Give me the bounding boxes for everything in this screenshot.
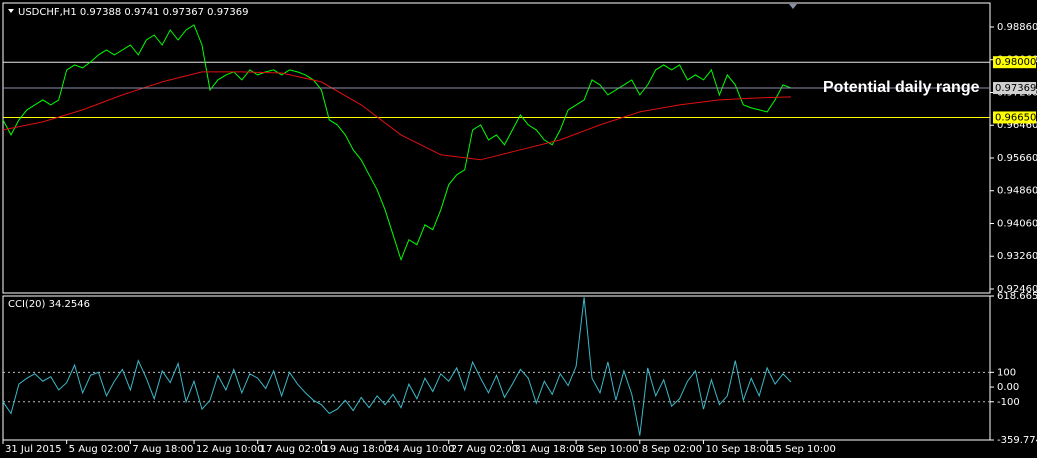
y-tick-label: 0.93260 <box>997 251 1037 262</box>
x-tick-label: 10 Sep 18:00 <box>705 444 772 455</box>
y-tick-label: 618.6654 <box>997 291 1037 302</box>
x-tick-label: 31 Aug 18:00 <box>514 444 581 455</box>
x-tick-label: 24 Aug 10:00 <box>387 444 454 455</box>
y-tick-label: 0.00 <box>997 382 1019 393</box>
y-tick-label: 0.94860 <box>997 186 1037 197</box>
annotation: Potential daily range <box>823 79 980 96</box>
series-line <box>2 297 792 436</box>
series-line <box>2 24 792 262</box>
level-label-bg <box>993 56 1036 69</box>
level-label: 0.96650 <box>995 112 1036 123</box>
cci-title: CCI(20) 34.2546 <box>8 299 90 310</box>
y-tick-label: -100 <box>997 397 1020 408</box>
level-label: 0.98000 <box>995 57 1036 68</box>
y-tick-label: 0.96460 <box>997 120 1037 131</box>
y-tick-label: 0.92460 <box>997 284 1037 295</box>
last-price-bg <box>993 82 1036 95</box>
x-tick-label: 17 Aug 02:00 <box>260 444 327 455</box>
last-price-label: 0.97369 <box>995 83 1036 94</box>
y-tick-label: 0.95660 <box>997 153 1037 164</box>
x-tick-label: 8 Sep 02:00 <box>642 444 702 455</box>
x-tick-label: 7 Aug 18:00 <box>132 444 193 455</box>
x-tick-label: 27 Aug 02:00 <box>451 444 518 455</box>
series-line <box>2 71 792 161</box>
x-tick-label: 5 Aug 02:00 <box>69 444 130 455</box>
cci-panel <box>2 295 991 441</box>
x-tick-label: 3 Sep 10:00 <box>578 444 638 455</box>
x-tick-label: 31 Jul 2015 <box>5 444 62 455</box>
y-tick-label: -359.7749 <box>997 435 1037 446</box>
menu-arrow[interactable] <box>8 9 14 13</box>
level-label-bg <box>993 111 1036 124</box>
y-tick-label: 100 <box>997 367 1016 378</box>
y-tick-label: 0.98860 <box>997 22 1037 33</box>
x-tick-label: 19 Aug 18:00 <box>323 444 390 455</box>
price-panel <box>2 2 991 294</box>
y-tick-label: 0.94060 <box>997 218 1037 229</box>
x-tick-label: 15 Sep 10:00 <box>769 444 836 455</box>
x-tick-label: 12 Aug 10:00 <box>196 444 263 455</box>
shift-marker <box>789 4 797 9</box>
price-title: USDCHF,H1 0.97388 0.9741 0.97367 0.97369 <box>18 7 249 18</box>
